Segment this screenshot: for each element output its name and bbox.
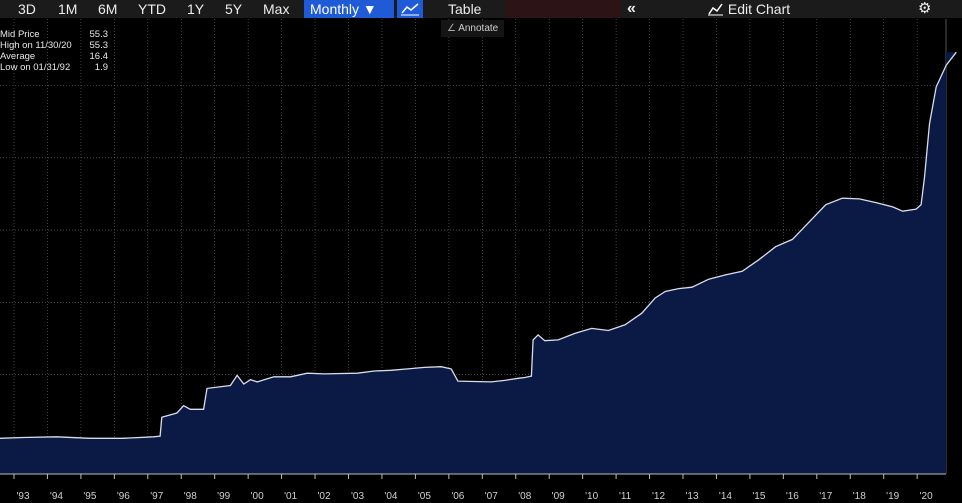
x-tick-label: '03 [351, 491, 364, 502]
x-tick-label: '96 [117, 491, 130, 502]
x-tick-label: '02 [318, 491, 331, 502]
chart-legend: Mid Price 55.3 High on 11/30/20 55.3 Ave… [0, 29, 108, 73]
legend-label: Average [0, 51, 36, 62]
annotate-button[interactable]: ∠ Annotate [441, 20, 505, 37]
range-1y-button[interactable]: 1Y [187, 1, 205, 17]
edit-chart-button[interactable]: Edit Chart [708, 0, 790, 18]
x-tick-label: '01 [284, 491, 297, 502]
x-tick-label: '11 [619, 491, 632, 502]
legend-label: High on 11/30/20 [0, 40, 72, 51]
collapse-icon[interactable]: « [627, 0, 636, 17]
x-tick-label: '07 [485, 491, 498, 502]
legend-row: High on 11/30/20 55.3 [0, 40, 108, 51]
range-max-button[interactable]: Max [263, 1, 290, 17]
line-chart-icon[interactable] [397, 0, 423, 18]
x-tick-label: '15 [752, 491, 765, 502]
x-tick-label: '14 [719, 491, 732, 502]
range-6m-button[interactable]: 6M [98, 1, 118, 17]
legend-value: 16.4 [89, 51, 109, 62]
x-tick-label: '95 [83, 491, 96, 502]
annotate-label: Annotate [458, 23, 499, 34]
x-tick-label: '09 [552, 491, 565, 502]
x-tick-label: '12 [652, 491, 665, 502]
x-tick-label: '93 [16, 491, 29, 502]
price-line [0, 51, 957, 439]
x-tick-label: '05 [418, 491, 431, 502]
pencil-icon: ∠ [447, 23, 456, 34]
x-tick-label: '99 [217, 491, 230, 502]
x-tick-label: '16 [786, 491, 799, 502]
legend-row: Average 16.4 [0, 51, 108, 62]
legend-row: Mid Price 55.3 [0, 29, 108, 40]
x-tick-label: '94 [50, 491, 63, 502]
x-tick-label: '06 [451, 491, 464, 502]
line-chart-glyph [401, 3, 419, 16]
x-tick-label: '10 [585, 491, 598, 502]
x-tick-label: '18 [853, 491, 866, 502]
x-tick-label: '08 [518, 491, 531, 502]
price-area [0, 52, 957, 474]
x-axis: '93 '94 '95 '96 '97 '98 '99 '00 '01 '02 '03 '04 '05 '… [0, 473, 946, 502]
x-tick-label: '04 [384, 491, 397, 502]
edit-chart-icon [708, 3, 723, 16]
legend-value: 55.3 [89, 40, 109, 51]
x-tick-label: '98 [184, 491, 197, 502]
x-tick-label: '00 [251, 491, 264, 502]
x-tick-label: '13 [685, 491, 698, 502]
x-tick-label: '19 [886, 491, 899, 502]
legend-label: Mid Price [0, 29, 40, 40]
range-3d-button[interactable]: 3D [18, 1, 36, 17]
legend-label: Low on 01/31/92 [0, 62, 71, 73]
x-tick-label: '20 [920, 491, 933, 502]
toolbar-input-field[interactable] [505, 0, 620, 18]
chart-toolbar: 3D 1M 6M YTD 1Y 5Y Max Monthly ▼ Table «… [0, 0, 962, 18]
table-button[interactable]: Table [448, 1, 482, 17]
x-tick-label: '17 [819, 491, 832, 502]
x-tick-label: '97 [150, 491, 163, 502]
gear-icon[interactable]: ⚙ [918, 0, 932, 17]
range-ytd-button[interactable]: YTD [138, 1, 166, 17]
edit-chart-label: Edit Chart [727, 1, 791, 17]
range-1m-button[interactable]: 1M [58, 1, 78, 17]
frequency-dropdown[interactable]: Monthly ▼ [304, 0, 394, 18]
legend-row: Low on 01/31/92 1.9 [0, 62, 108, 73]
legend-value: 1.9 [94, 62, 108, 73]
range-5y-button[interactable]: 5Y [225, 1, 243, 17]
legend-value: 55.3 [89, 29, 109, 40]
